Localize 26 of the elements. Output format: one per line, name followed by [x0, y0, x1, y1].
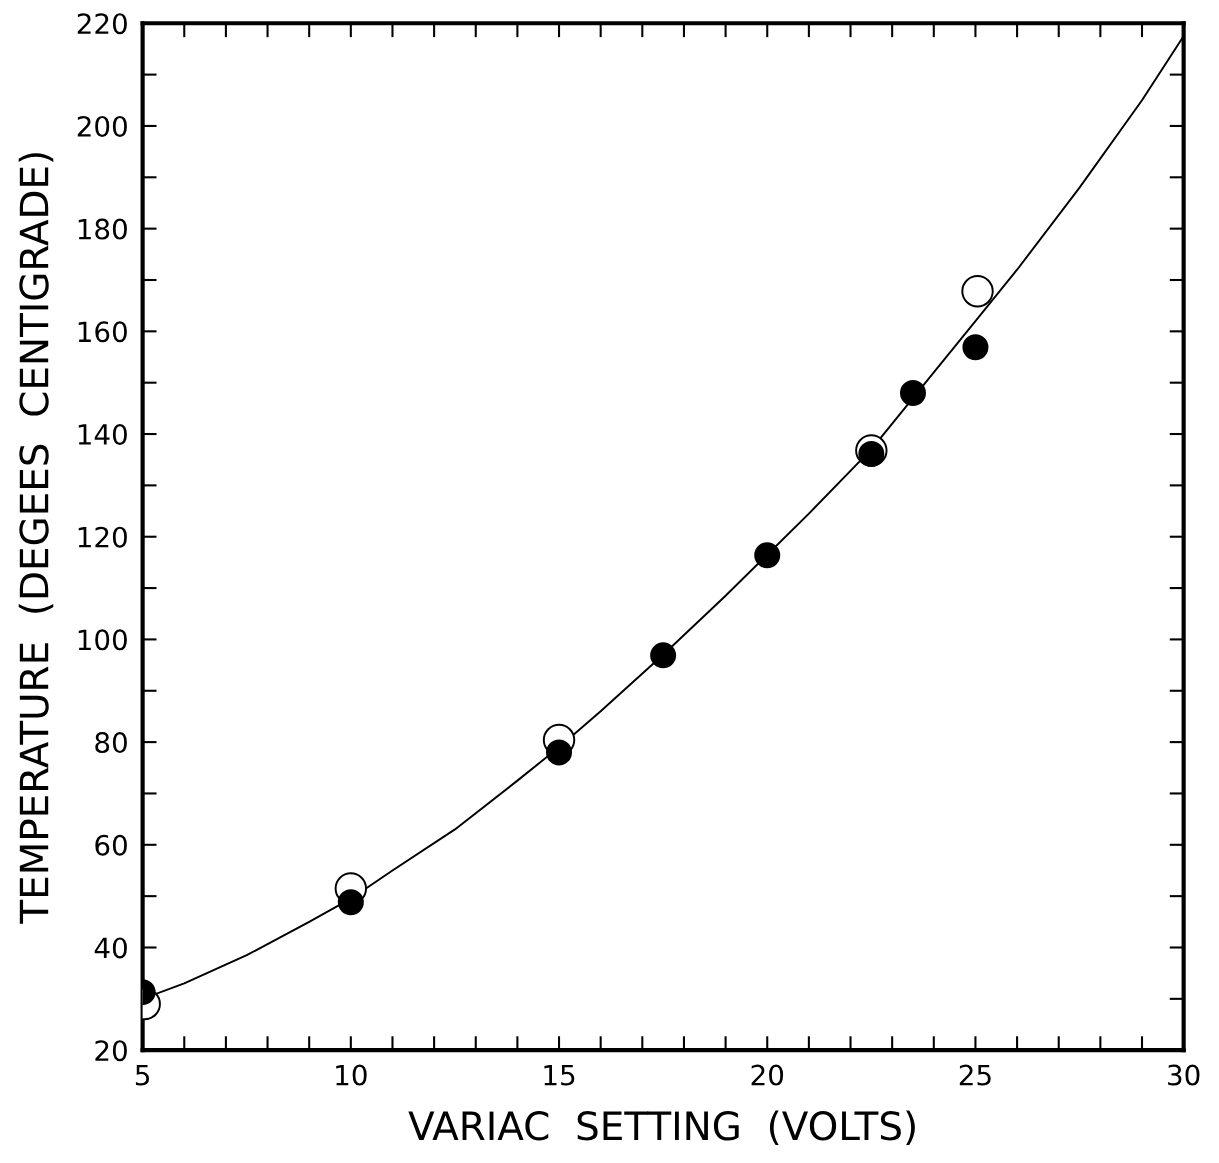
x-tick-label: 10 [336, 1064, 367, 1086]
point [961, 275, 994, 308]
y-tick-label: 60 [95, 834, 127, 856]
y-tick-label: 140 [78, 423, 127, 445]
point [546, 739, 573, 766]
y-tick-label: 20 [95, 1040, 127, 1062]
y-tick-label: 100 [78, 629, 127, 651]
x-tick-label: 15 [544, 1064, 575, 1086]
point [899, 379, 926, 406]
x-tick-label: 30 [1168, 1064, 1200, 1086]
point [754, 542, 781, 569]
y-tick-label: 40 [94, 937, 127, 959]
y-axis-title: TEMPERATURE (DEGEES CENTIGRADE) [18, 153, 54, 924]
point [962, 334, 989, 361]
x-tick-label: 5 [135, 1064, 150, 1086]
x-tick-label: 20 [751, 1064, 784, 1086]
x-tick-label: 25 [959, 1064, 991, 1086]
point [650, 642, 677, 669]
point [337, 889, 364, 916]
y-tick-label: 160 [78, 321, 127, 343]
y-tick-label: 120 [78, 526, 127, 548]
y-tick-label: 80 [95, 732, 127, 754]
y-tick-label: 180 [78, 218, 127, 240]
y-tick-label: 200 [77, 115, 127, 137]
y-tick-label: 220 [77, 13, 127, 35]
x-axis-title: VARIAC SETTING (VOLTS) [408, 1110, 915, 1146]
